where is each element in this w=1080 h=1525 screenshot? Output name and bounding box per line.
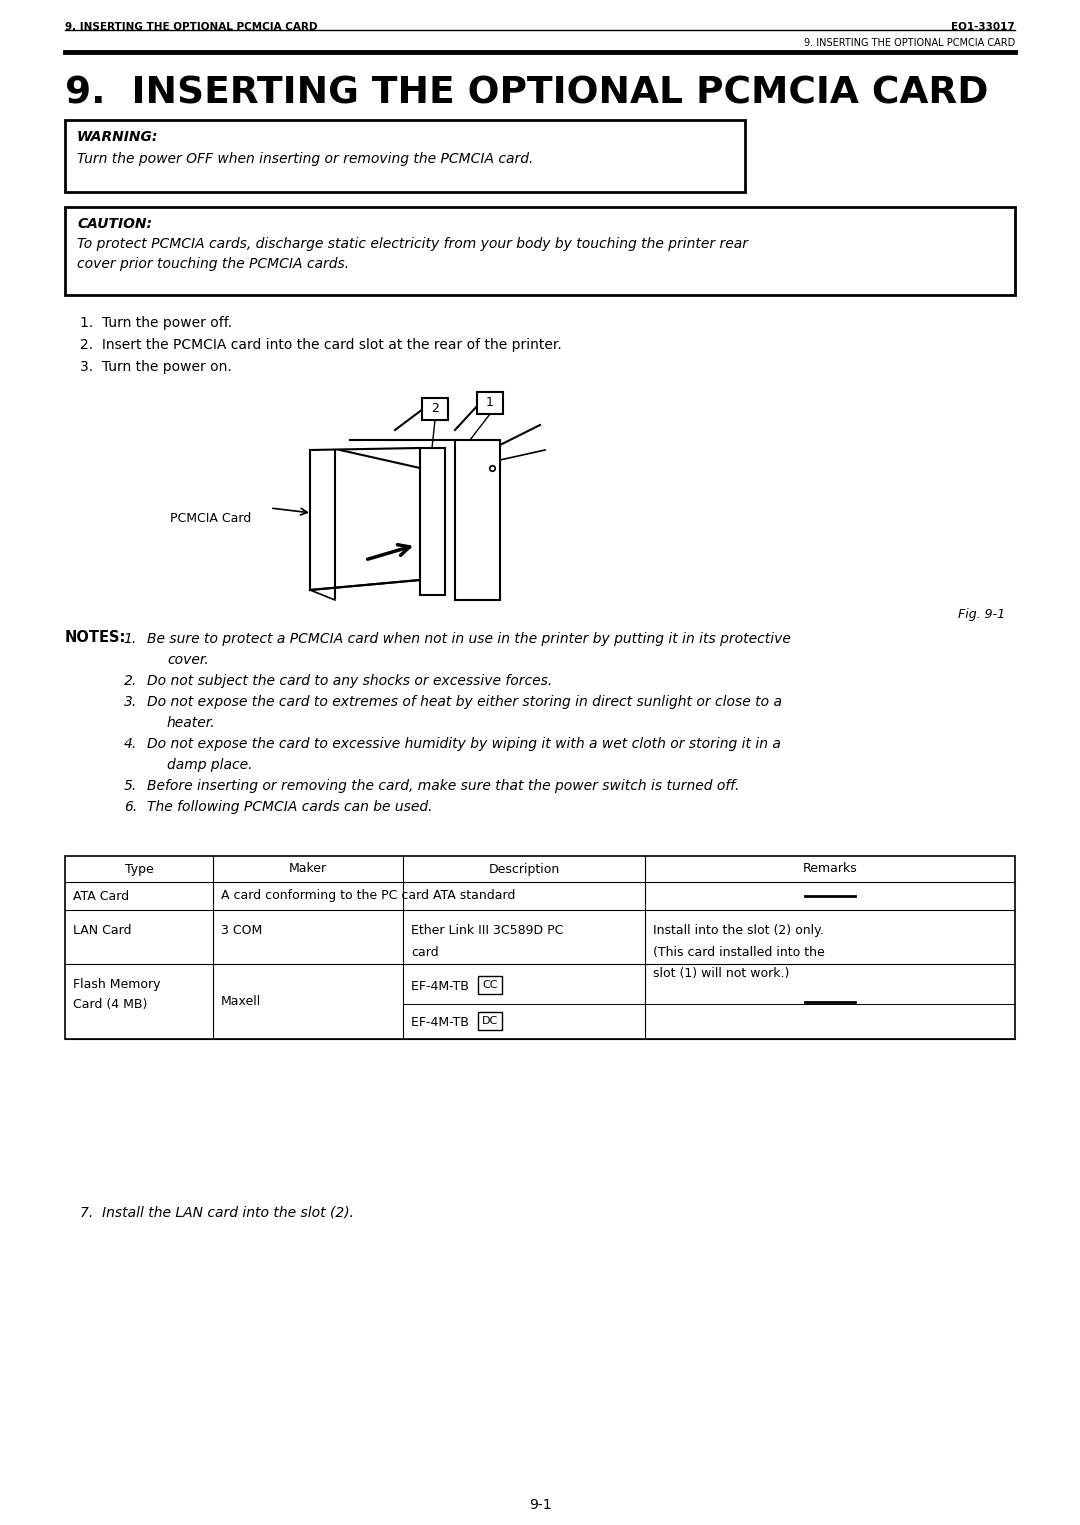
Bar — [477, 392, 503, 413]
Text: 3.  Turn the power on.: 3. Turn the power on. — [80, 360, 232, 374]
Text: CAUTION:: CAUTION: — [77, 217, 152, 230]
Text: NOTES:: NOTES: — [65, 630, 126, 645]
Bar — [478, 1013, 502, 1029]
Text: cover.: cover. — [167, 653, 208, 666]
Text: Before inserting or removing the card, make sure that the power switch is turned: Before inserting or removing the card, m… — [147, 779, 739, 793]
Text: Maxell: Maxell — [221, 994, 261, 1008]
Text: EF-4M-TB: EF-4M-TB — [411, 979, 473, 993]
Text: 9. INSERTING THE OPTIONAL PCMCIA CARD: 9. INSERTING THE OPTIONAL PCMCIA CARD — [65, 21, 318, 32]
Text: 4.: 4. — [124, 737, 137, 750]
Text: A card conforming to the PC card ATA standard: A card conforming to the PC card ATA sta… — [221, 889, 515, 903]
Text: 2.  Insert the PCMCIA card into the card slot at the rear of the printer.: 2. Insert the PCMCIA card into the card … — [80, 339, 562, 352]
Text: Turn the power OFF when inserting or removing the PCMCIA card.: Turn the power OFF when inserting or rem… — [77, 152, 534, 166]
Text: To protect PCMCIA cards, discharge static electricity from your body by touching: To protect PCMCIA cards, discharge stati… — [77, 236, 748, 252]
Text: 5.: 5. — [124, 779, 137, 793]
Text: The following PCMCIA cards can be used.: The following PCMCIA cards can be used. — [147, 801, 432, 814]
Text: damp place.: damp place. — [167, 758, 253, 772]
Bar — [65, 207, 1015, 294]
Text: EF-4M-TB: EF-4M-TB — [411, 1016, 473, 1028]
Text: LAN Card: LAN Card — [73, 924, 132, 936]
Text: (This card installed into the: (This card installed into the — [653, 946, 825, 959]
Text: 1.: 1. — [124, 631, 137, 647]
Text: 3 COM: 3 COM — [221, 924, 262, 936]
Text: 1: 1 — [486, 396, 494, 410]
Bar — [65, 856, 1015, 1039]
Text: 1.  Turn the power off.: 1. Turn the power off. — [80, 316, 232, 329]
Text: Remarks: Remarks — [802, 863, 858, 875]
Text: slot (1) will not work.): slot (1) will not work.) — [653, 967, 789, 981]
Text: 9-1: 9-1 — [529, 1498, 551, 1511]
Text: cover prior touching the PCMCIA cards.: cover prior touching the PCMCIA cards. — [77, 258, 349, 271]
Bar — [455, 441, 500, 599]
Bar — [422, 398, 448, 419]
Text: Install into the slot (2) only.: Install into the slot (2) only. — [653, 924, 824, 936]
Bar — [420, 448, 445, 595]
Text: Type: Type — [124, 863, 153, 875]
Text: ATA Card: ATA Card — [73, 889, 130, 903]
Bar — [65, 120, 745, 192]
Text: 3.: 3. — [124, 695, 137, 709]
Text: Maker: Maker — [289, 863, 327, 875]
Text: 6.: 6. — [124, 801, 137, 814]
Text: PCMCIA Card: PCMCIA Card — [170, 512, 252, 525]
Text: Flash Memory: Flash Memory — [73, 978, 161, 991]
Text: 2.: 2. — [124, 674, 137, 688]
Text: heater.: heater. — [167, 717, 216, 730]
Text: CC: CC — [483, 981, 498, 990]
Text: Do not subject the card to any shocks or excessive forces.: Do not subject the card to any shocks or… — [147, 674, 552, 688]
Text: Be sure to protect a PCMCIA card when not in use in the printer by putting it in: Be sure to protect a PCMCIA card when no… — [147, 631, 791, 647]
Text: Do not expose the card to extremes of heat by either storing in direct sunlight : Do not expose the card to extremes of he… — [147, 695, 782, 709]
Bar — [478, 976, 502, 994]
Text: EO1-33017: EO1-33017 — [951, 21, 1015, 32]
Text: 7.  Install the LAN card into the slot (2).: 7. Install the LAN card into the slot (2… — [80, 1205, 354, 1218]
Text: Ether Link III 3C589D PC: Ether Link III 3C589D PC — [411, 924, 564, 936]
Text: Description: Description — [488, 863, 559, 875]
Text: card: card — [411, 946, 438, 959]
Text: WARNING:: WARNING: — [77, 130, 159, 143]
Text: Do not expose the card to excessive humidity by wiping it with a wet cloth or st: Do not expose the card to excessive humi… — [147, 737, 781, 750]
Text: Card (4 MB): Card (4 MB) — [73, 997, 147, 1011]
Text: 9. INSERTING THE OPTIONAL PCMCIA CARD: 9. INSERTING THE OPTIONAL PCMCIA CARD — [804, 38, 1015, 47]
Text: DC: DC — [482, 1016, 498, 1026]
Text: 2: 2 — [431, 403, 438, 415]
Text: Fig. 9-1: Fig. 9-1 — [958, 608, 1005, 621]
Text: 9.  INSERTING THE OPTIONAL PCMCIA CARD: 9. INSERTING THE OPTIONAL PCMCIA CARD — [65, 75, 988, 111]
